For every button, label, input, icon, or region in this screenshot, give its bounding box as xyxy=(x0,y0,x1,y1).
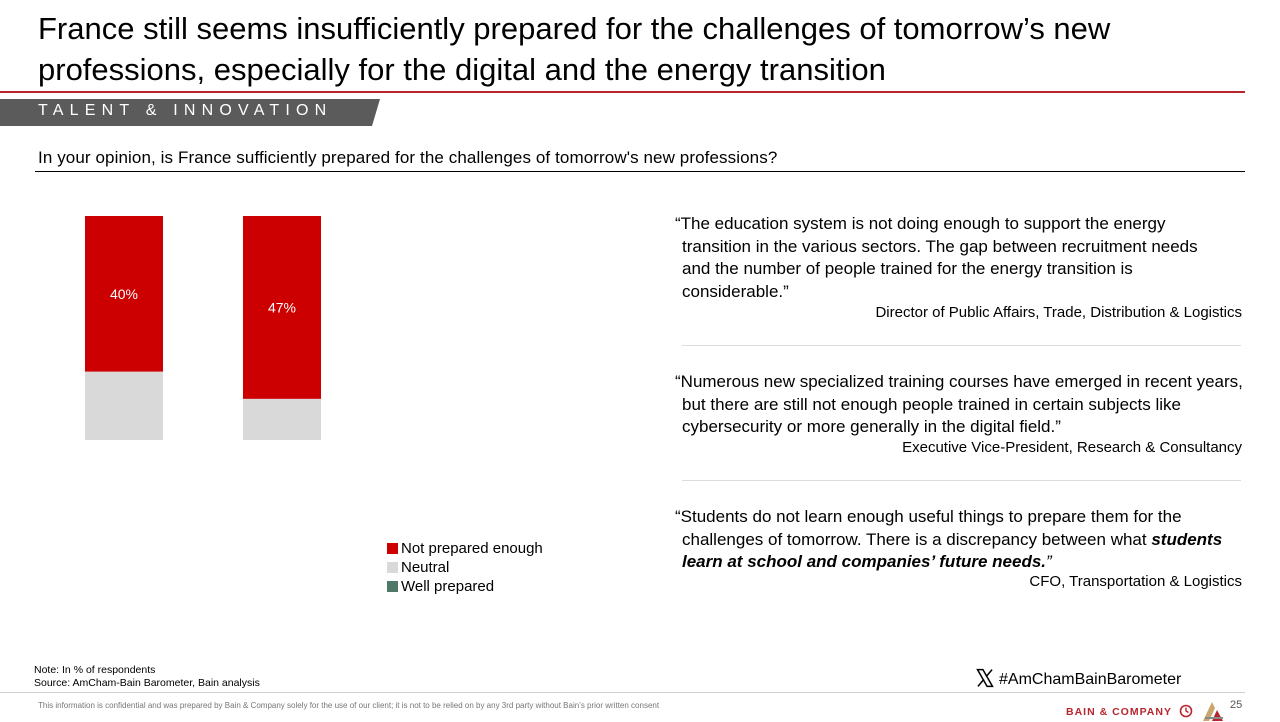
data-label-not-prepared-enough-2023: 47% xyxy=(268,299,296,315)
legend-item-well-prepared: Well prepared xyxy=(387,578,494,595)
bar-not-prepared-enough-2023 xyxy=(243,216,321,399)
survey-question: In your opinion, is France sufficiently … xyxy=(38,148,778,167)
quote-text-3-plain: “Students do not learn enough useful thi… xyxy=(675,507,1182,549)
quote-text-1: “The education system is not doing enoug… xyxy=(675,214,1198,301)
quote-text-3: “Students do not learn enough useful thi… xyxy=(675,506,1242,574)
legend-label-not-prepared: Not prepared enough xyxy=(401,540,543,557)
quote-attribution-1: Director of Public Affairs, Trade, Distr… xyxy=(875,304,1242,321)
quote-text-3-emphasis: students learn at school and companies’ … xyxy=(682,529,1223,572)
disclaimer: This information is confidential and was… xyxy=(38,701,660,710)
hashtag-text: #AmChamBainBarometer xyxy=(999,671,1182,688)
bain-circle-icon xyxy=(1179,704,1193,718)
source-text: Source: AmCham-Bain Barometer, Bain anal… xyxy=(34,677,260,689)
legend-item-neutral: Neutral xyxy=(387,559,449,576)
bar-neutral-2022 xyxy=(85,371,163,440)
quote-block-1: “The education system is not doing enoug… xyxy=(675,213,1242,323)
quote-divider-2 xyxy=(682,480,1241,481)
bar-not-prepared-enough-2022 xyxy=(85,216,163,372)
bar-neutral-2023 xyxy=(243,398,321,440)
quote-block-3: “Students do not learn enough useful thi… xyxy=(675,506,1242,596)
quote-text-2: “Numerous new specialized training cours… xyxy=(675,372,1243,436)
quote-block-2: “Numerous new specialized training cours… xyxy=(675,371,1243,461)
quote-attribution-2: Executive Vice-President, Research & Con… xyxy=(902,439,1242,456)
quote-text-3-end: ” xyxy=(1046,552,1052,571)
section-tag xyxy=(0,99,380,126)
stacked-bar-chart: 19%41%40%202214%39%47%2023 xyxy=(85,216,321,440)
footnote: Note: In % of respondents Source: AmCham… xyxy=(34,664,260,690)
note-text: Note: In % of respondents xyxy=(34,664,156,676)
legend-label-well-prepared: Well prepared xyxy=(401,578,495,595)
amcham-logo-icon xyxy=(1202,702,1223,721)
legend-swatch-well-prepared xyxy=(387,581,398,592)
footer-divider xyxy=(0,692,1245,693)
legend-item-not-prepared: Not prepared enough xyxy=(387,540,543,557)
legend-swatch-not-prepared xyxy=(387,543,398,554)
legend-swatch-neutral xyxy=(387,562,398,573)
section-label: TALENT & INNOVATION xyxy=(38,102,333,119)
title-divider xyxy=(0,91,1245,93)
hashtag[interactable]: #AmChamBainBarometer xyxy=(975,668,1181,689)
brand-logo: BAIN & COMPANY xyxy=(1066,700,1227,722)
brand-text: BAIN & COMPANY xyxy=(1066,706,1172,718)
legend-label-neutral: Neutral xyxy=(401,559,450,576)
quote-divider-1 xyxy=(682,345,1241,346)
x-logo-icon xyxy=(976,668,994,688)
data-label-not-prepared-enough-2022: 40% xyxy=(110,286,138,302)
quote-attribution-3: CFO, Transportation & Logistics xyxy=(1029,573,1242,590)
question-divider xyxy=(35,171,1245,172)
page-title: France still seems insufficiently prepar… xyxy=(38,11,1111,87)
page-number: 25 xyxy=(1230,699,1243,711)
